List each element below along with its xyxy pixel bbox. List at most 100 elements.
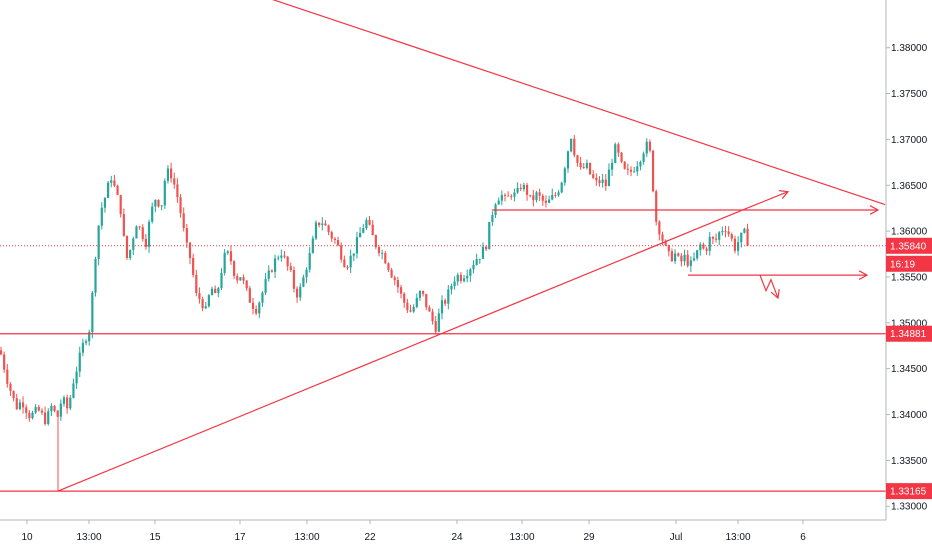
candle-body: [371, 224, 374, 236]
candle-body: [292, 269, 296, 289]
price-axis-tags: 1.35840 16:19 1.34881 1.33165: [886, 237, 932, 500]
candle-body: [733, 238, 737, 251]
candle-body: [485, 246, 488, 250]
candle-body: [588, 162, 592, 175]
candle-body: [78, 352, 81, 372]
candle-body: [563, 168, 566, 183]
candle-body: [648, 141, 651, 151]
candle-body: [626, 168, 629, 170]
level-price-tag: 1.34881: [890, 329, 927, 340]
candle-body: [525, 184, 529, 195]
candle-body: [198, 293, 201, 300]
time-tick-label: 24: [451, 532, 463, 543]
price-tick-label: 1.33000: [891, 502, 928, 513]
candle-body: [176, 184, 179, 198]
candle-body: [746, 228, 749, 246]
candle-body: [314, 222, 318, 239]
candle-body: [188, 242, 192, 258]
candle-body: [500, 195, 503, 201]
candle-body: [664, 240, 667, 246]
candle-body: [462, 278, 466, 282]
bar-countdown-tag: 16:19: [890, 259, 915, 270]
candle-body: [280, 255, 283, 258]
price-axis[interactable]: 1.38000 1.37500 1.37000 1.36500 1.36000 1.355…: [886, 43, 928, 513]
price-tick-label: 1.35500: [891, 272, 928, 283]
candle-body: [548, 199, 551, 203]
candle-body: [447, 289, 450, 304]
candle-body: [355, 237, 359, 254]
arrow-head[interactable]: [778, 190, 790, 200]
arrow-head[interactable]: [858, 270, 869, 280]
candle-body: [66, 397, 69, 409]
candle-body: [655, 191, 658, 222]
candle-body: [510, 196, 513, 197]
candle-body: [75, 371, 78, 384]
candle-body: [286, 256, 289, 267]
candle-body: [53, 405, 56, 411]
candle-body: [661, 234, 664, 241]
bar-countdown-tag-bg: [886, 255, 932, 272]
candle-body: [270, 270, 273, 272]
candle-body: [160, 205, 163, 207]
candle-body: [368, 219, 371, 225]
candle-body: [277, 257, 280, 259]
price-tick-label: 1.37500: [891, 89, 928, 100]
candle-body: [453, 281, 456, 287]
arrow-line[interactable]: [746, 191, 789, 209]
time-tick-label: 15: [149, 532, 161, 543]
candle-body: [340, 245, 343, 260]
candle-body: [551, 194, 554, 200]
candle-body: [336, 240, 340, 246]
candle-body: [573, 138, 576, 156]
candle-body: [667, 245, 670, 252]
candle-body: [3, 354, 6, 370]
candle-body: [88, 332, 91, 342]
candle-body: [349, 255, 352, 268]
candle-body: [393, 277, 396, 281]
candle-body: [607, 169, 611, 187]
candle-body: [431, 311, 434, 322]
time-tick-label: 22: [364, 532, 376, 543]
candles-layer: [0, 135, 749, 492]
candle-body: [472, 264, 475, 270]
candle-body: [617, 144, 620, 153]
candle-body: [554, 194, 557, 196]
candle-body: [428, 307, 431, 312]
arrow-head[interactable]: [770, 289, 780, 300]
trendline[interactable]: [0, 0, 886, 206]
candle-body: [422, 290, 425, 294]
candle-body: [204, 306, 207, 309]
candle-body: [37, 406, 40, 411]
candle-body: [560, 182, 563, 193]
drawings-layer[interactable]: [0, 0, 886, 492]
time-axis[interactable]: 10 13:00 15 17 13:00 22 24 13:00 29 Jul 13:00 6: [21, 520, 806, 543]
trendline[interactable]: [57, 207, 748, 492]
candle-body: [226, 251, 229, 253]
candle-body: [532, 195, 535, 201]
candle-body: [507, 195, 510, 197]
projection-path[interactable]: [759, 274, 779, 299]
candle-body: [566, 151, 570, 169]
candle-body: [381, 253, 384, 254]
candle-body: [557, 192, 560, 196]
candle-body: [727, 231, 730, 235]
candle-body: [592, 174, 595, 178]
candle-body: [639, 161, 642, 167]
candle-body: [529, 194, 532, 196]
candle-body: [406, 302, 409, 311]
candle-body: [330, 232, 333, 239]
candle-body: [576, 155, 579, 163]
candle-body: [692, 258, 696, 261]
arrow-head[interactable]: [869, 205, 880, 215]
candle-body: [50, 405, 53, 412]
level-price-tag: 1.33165: [890, 487, 927, 498]
candle-body: [585, 162, 588, 168]
candle-body: [107, 182, 110, 198]
candle-body: [670, 251, 674, 262]
candle-body: [651, 150, 655, 192]
candle-body: [538, 192, 541, 196]
candle-body: [84, 341, 88, 343]
price-tick-label: 1.34000: [891, 410, 928, 421]
candle-body: [705, 248, 708, 251]
